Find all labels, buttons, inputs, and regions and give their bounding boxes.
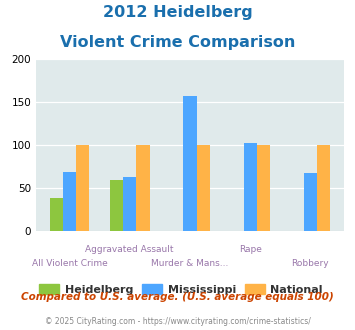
Bar xyxy=(197,145,210,231)
Text: Violent Crime Comparison: Violent Crime Comparison xyxy=(60,35,295,50)
Bar xyxy=(123,177,136,231)
Text: Murder & Mans...: Murder & Mans... xyxy=(151,259,229,268)
Text: All Violent Crime: All Violent Crime xyxy=(32,259,107,268)
Bar xyxy=(244,143,257,231)
Text: 2012 Heidelberg: 2012 Heidelberg xyxy=(103,5,252,20)
Text: Aggravated Assault: Aggravated Assault xyxy=(86,245,174,254)
Bar xyxy=(50,198,63,231)
Bar xyxy=(136,145,149,231)
Bar xyxy=(304,173,317,231)
Legend: Heidelberg, Mississippi, National: Heidelberg, Mississippi, National xyxy=(35,280,327,299)
Bar xyxy=(76,145,89,231)
Bar xyxy=(63,172,76,231)
Text: © 2025 CityRating.com - https://www.cityrating.com/crime-statistics/: © 2025 CityRating.com - https://www.city… xyxy=(45,317,310,326)
Text: Compared to U.S. average. (U.S. average equals 100): Compared to U.S. average. (U.S. average … xyxy=(21,292,334,302)
Text: Robbery: Robbery xyxy=(291,259,329,268)
Text: Rape: Rape xyxy=(239,245,262,254)
Bar xyxy=(257,145,270,231)
Bar xyxy=(317,145,330,231)
Bar xyxy=(110,180,123,231)
Bar xyxy=(183,96,197,231)
